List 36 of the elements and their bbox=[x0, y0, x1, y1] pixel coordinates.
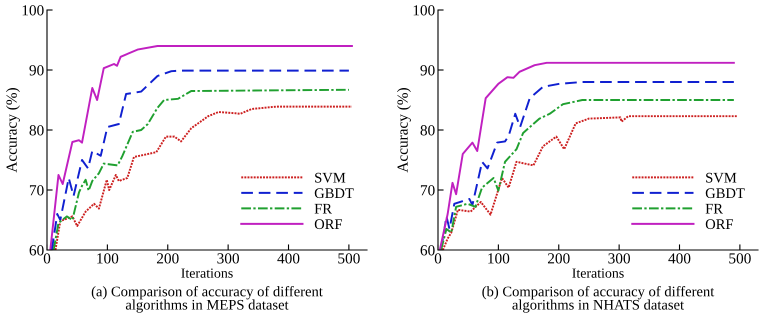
y-tick-label: 70 bbox=[420, 185, 435, 196]
y-axis-title: Accuracy (%) bbox=[6, 88, 20, 172]
legend-label: FR bbox=[706, 204, 723, 214]
x-tick-label: 0 bbox=[434, 253, 442, 264]
x-tick-label: 500 bbox=[338, 253, 360, 264]
y-tick-label: 90 bbox=[420, 65, 435, 76]
y-tick-label: 60 bbox=[30, 245, 44, 256]
y-tick-label: 60 bbox=[420, 245, 435, 256]
x-tick-label: 200 bbox=[548, 253, 570, 264]
legend-label: SVM bbox=[706, 172, 736, 183]
legend-label: ORF bbox=[314, 219, 342, 230]
text: (b) Comparison of accuracy of different algorithms in NHATS dataset bbox=[482, 286, 714, 313]
y-tick-label: 80 bbox=[30, 125, 44, 136]
y-tick-label: 100 bbox=[414, 5, 435, 16]
x-tick-label: 0 bbox=[44, 253, 50, 264]
legend-label: ORF bbox=[706, 219, 734, 230]
y-tick-label: 80 bbox=[420, 125, 435, 136]
legend-label: SVM bbox=[315, 172, 346, 183]
x-tick-label: 300 bbox=[217, 253, 240, 264]
y-tick-label: 70 bbox=[30, 185, 44, 196]
x-tick-label: 500 bbox=[729, 253, 751, 264]
legend-label: GBDT bbox=[314, 188, 354, 198]
y-tick-label: 90 bbox=[29, 65, 44, 76]
y-tick-label: 100 bbox=[22, 5, 44, 16]
x-axis-title: Iterations bbox=[572, 268, 624, 278]
x-axis-title: Iterations bbox=[181, 268, 233, 278]
legend-label: GBDT bbox=[706, 188, 745, 198]
x-tick-label: 100 bbox=[97, 253, 118, 264]
legend-label: FR bbox=[314, 204, 332, 214]
x-tick-label: 200 bbox=[156, 253, 179, 264]
x-tick-label: 400 bbox=[668, 253, 690, 264]
x-tick-label: 100 bbox=[488, 253, 510, 264]
x-tick-label: 300 bbox=[608, 253, 630, 264]
x-tick-label: 400 bbox=[277, 253, 300, 264]
text: (a) Comparison of accuracy of different algorithms in MEPS dataset bbox=[92, 286, 323, 313]
y-axis-title: Accuracy (%) bbox=[397, 88, 411, 172]
